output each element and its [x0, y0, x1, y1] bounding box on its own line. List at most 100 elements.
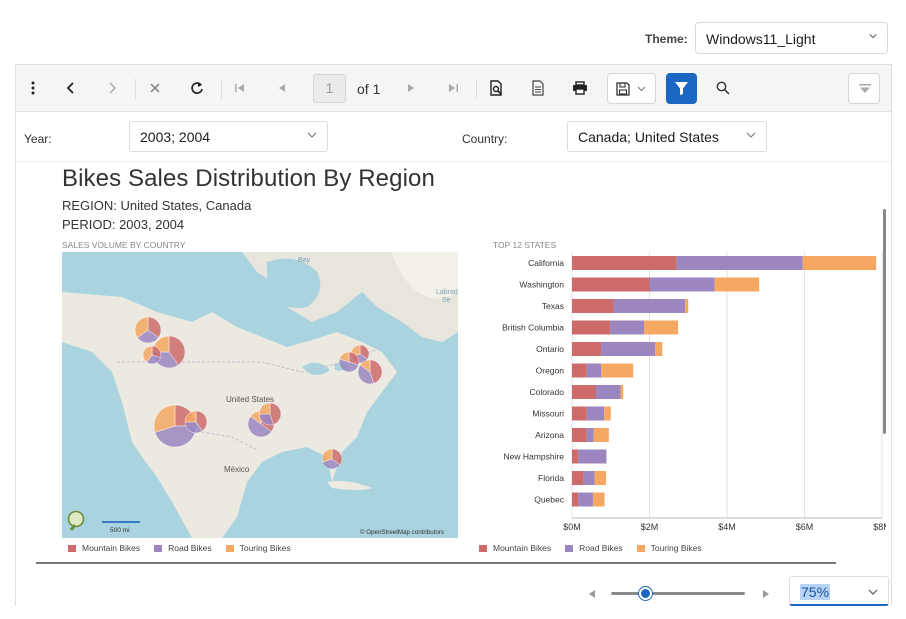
legend-label: Mountain Bikes — [82, 543, 141, 553]
chart-legend: Mountain Bikes Road Bikes Touring Bikes — [479, 543, 716, 553]
category-label: Texas — [542, 301, 564, 311]
bar-segment — [572, 492, 579, 507]
stop-button[interactable] — [140, 73, 170, 103]
zoom-magnifier-icon[interactable] — [67, 510, 85, 531]
x-tick-label: $8M — [873, 522, 886, 532]
pie-slice — [321, 448, 333, 463]
legend-swatch — [565, 544, 574, 552]
zoom-slider-thumb[interactable] — [638, 587, 652, 600]
year-select[interactable]: 2003; 2004 — [129, 121, 328, 152]
zoom-select[interactable]: 75% — [789, 576, 889, 606]
pie-slice — [338, 358, 359, 373]
bar-segment — [644, 320, 679, 335]
report-content: Bikes Sales Distribution By Region REGIO… — [16, 162, 891, 570]
page-number-input[interactable]: 1 — [313, 74, 346, 103]
bar-segment — [572, 385, 597, 399]
pie-slice — [142, 345, 153, 363]
legend-swatch — [479, 544, 487, 552]
map-scale-label: 500 mi — [110, 527, 130, 534]
theme-select[interactable]: Windows11_Light — [695, 22, 888, 54]
pie-slice — [195, 410, 208, 432]
category-label: Oregon — [536, 366, 565, 376]
north-america-landmass — [62, 292, 397, 538]
bar-segment — [586, 406, 605, 421]
category-label: Arizona — [535, 430, 564, 440]
report-period: PERIOD: 2003, 2004 — [62, 217, 185, 232]
pie-slice — [153, 404, 176, 433]
category-label: Quebec — [534, 495, 565, 505]
country-select[interactable]: Canada; United States — [567, 121, 767, 152]
document-map-button[interactable] — [523, 73, 553, 103]
bar-segment — [613, 299, 686, 313]
document-icon — [532, 80, 544, 96]
bar-segment — [604, 406, 611, 421]
category-label: Florida — [538, 473, 564, 483]
back-button[interactable] — [56, 73, 86, 103]
bar-segment — [572, 406, 587, 421]
pie-slice — [331, 448, 343, 466]
pie-slice — [134, 316, 149, 338]
export-button[interactable] — [607, 73, 656, 104]
pie-slice — [269, 402, 282, 425]
pie-slice — [258, 402, 271, 415]
bar-segment — [572, 320, 610, 335]
refresh-button[interactable] — [182, 73, 212, 103]
bar-segment — [655, 342, 663, 356]
forward-button[interactable] — [97, 73, 127, 103]
cuba-island — [327, 480, 372, 490]
find-in-document-button[interactable] — [481, 73, 511, 103]
pie-slice — [357, 364, 374, 385]
zoom-out-icon[interactable] — [588, 589, 596, 599]
category-label: British Columbia — [502, 323, 564, 333]
pie-slice — [247, 416, 272, 438]
search-button[interactable] — [708, 73, 738, 103]
chevron-down-icon — [868, 589, 878, 595]
filter-icon — [675, 82, 688, 95]
chart-caption: TOP 12 STATES — [493, 240, 557, 250]
triangle-left-icon — [279, 84, 285, 92]
chevron-right-icon — [109, 82, 117, 94]
last-page-icon — [449, 84, 458, 92]
report-region: REGION: United States, Canada — [62, 198, 252, 213]
map-label-mexico: México — [224, 465, 250, 474]
report-viewer: 1 of 1 Year: — [15, 64, 892, 606]
report-title: Bikes Sales Distribution By Region — [62, 165, 435, 192]
legend-label: Mountain Bikes — [493, 543, 552, 553]
more-options-button[interactable] — [18, 73, 48, 103]
bar-segment — [802, 256, 877, 270]
chevron-down-icon — [869, 34, 877, 39]
legend-label: Touring Bikes — [650, 543, 702, 553]
legend-swatch — [636, 544, 645, 552]
legend-label: Road Bikes — [168, 543, 212, 553]
horizontal-scrollbar[interactable] — [36, 562, 836, 564]
hudson-bay — [267, 258, 321, 308]
zoom-bar: 75% — [16, 570, 891, 606]
bar-segment — [583, 471, 595, 485]
last-page-button[interactable] — [438, 73, 468, 103]
bar-segment — [649, 277, 715, 292]
vertical-scrollbar[interactable] — [883, 209, 886, 434]
legend-swatch — [154, 544, 163, 552]
next-page-button[interactable] — [396, 73, 426, 103]
country-label: Country: — [462, 132, 508, 146]
category-label: Ontario — [536, 344, 564, 354]
zoom-in-icon[interactable] — [762, 589, 770, 599]
x-tick-label: $6M — [796, 522, 814, 532]
zoom-slider-track[interactable] — [611, 592, 745, 595]
pie-slice — [369, 359, 383, 384]
pie-slice — [137, 329, 159, 344]
x-tick-label: $4M — [718, 522, 736, 532]
north-america-landmass — [62, 252, 458, 342]
bar-segment — [601, 342, 656, 356]
map-attribution: © OpenStreetMap contributors — [360, 529, 444, 536]
parameters-toggle-button[interactable] — [666, 73, 697, 104]
toolbar-separator — [135, 79, 136, 99]
previous-page-button[interactable] — [267, 73, 297, 103]
first-page-button[interactable] — [225, 73, 255, 103]
collapse-toolbar-button[interactable] — [848, 73, 880, 104]
print-button[interactable] — [565, 73, 595, 103]
sales-map[interactable]: Bay Labrad Se United States México 500 m… — [62, 252, 458, 538]
category-label: Colorado — [530, 387, 565, 397]
year-label: Year: — [24, 132, 52, 146]
map-label-bay: Bay — [298, 257, 311, 264]
